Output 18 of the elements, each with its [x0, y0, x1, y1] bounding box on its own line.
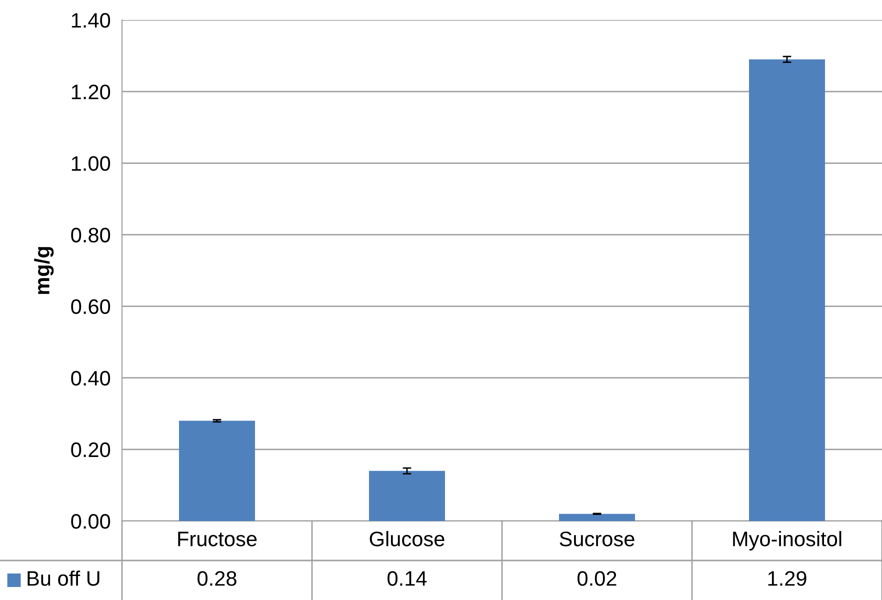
y-tick-label: 0.60 [71, 299, 110, 314]
x-tick-label: Glucose [370, 531, 444, 546]
data-label: 0.14 [388, 571, 427, 586]
y-axis-title: mg/g [34, 247, 54, 294]
y-tick-label: 1.40 [72, 13, 110, 28]
x-tick-label: Sucrose [560, 532, 634, 546]
y-tick-label: 1.00 [72, 156, 110, 171]
y-tick-label: 0.00 [71, 514, 110, 529]
y-tick-label: 0.80 [71, 228, 110, 242]
data-label: 1.29 [768, 571, 806, 586]
legend-label: Bu off U [28, 570, 100, 586]
y-tick-label: 0.20 [71, 442, 110, 458]
x-tick-label: Fructose [178, 532, 257, 546]
x-tick-label: Myo-inositol [733, 531, 842, 550]
y-tick-label: 0.40 [71, 370, 110, 386]
data-label: 0.02 [578, 571, 616, 586]
y-tick-label: 1.20 [72, 84, 110, 100]
data-label: 0.28 [198, 571, 236, 586]
